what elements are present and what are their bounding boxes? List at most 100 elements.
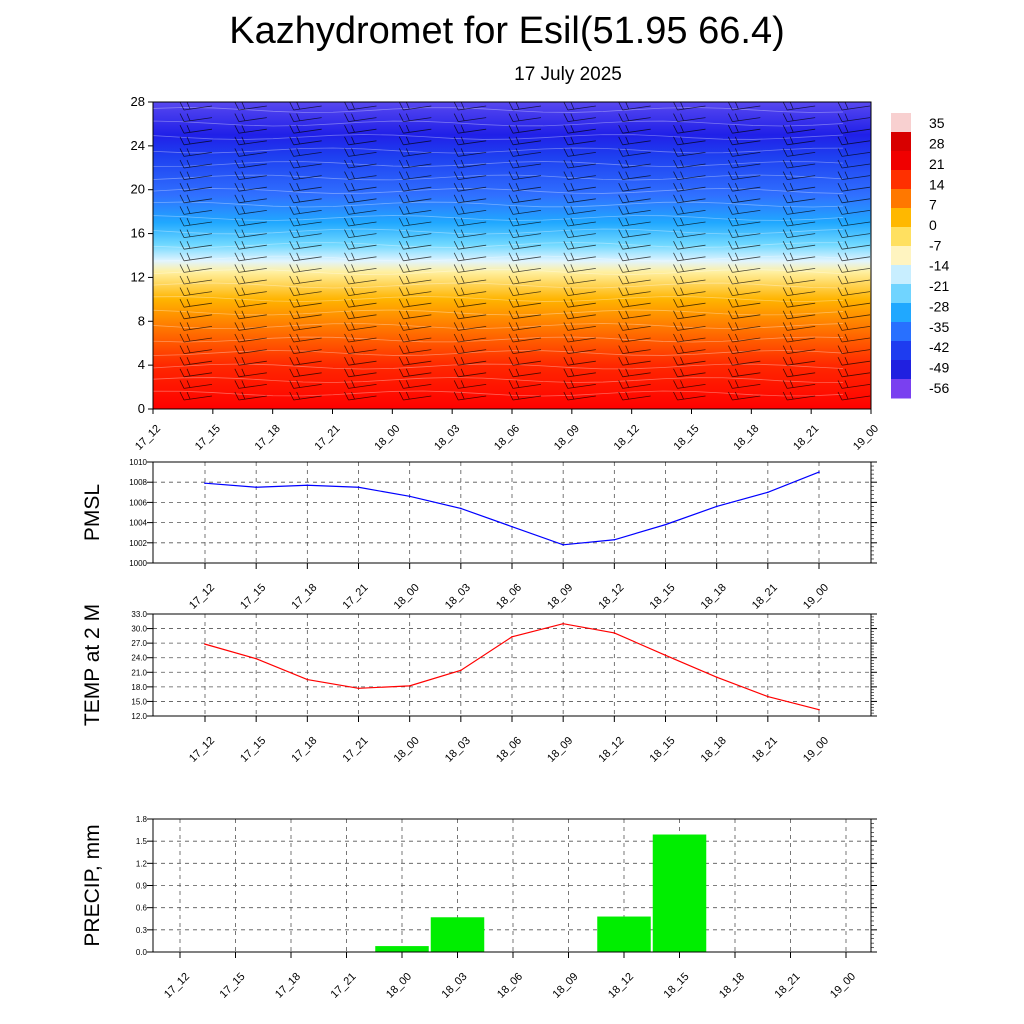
x-tick-label: 17_12 xyxy=(133,423,163,453)
x-tick-label: 18_00 xyxy=(372,423,402,453)
wind-barb xyxy=(563,136,596,146)
x-tick-label: 18_06 xyxy=(492,423,522,453)
wind-barb xyxy=(453,287,487,296)
wind-barb xyxy=(453,380,487,389)
contour-line xyxy=(152,188,844,194)
wind-barb xyxy=(563,125,596,134)
data-point xyxy=(562,622,564,625)
wind-barb xyxy=(563,206,596,215)
colorbar-swatch xyxy=(891,208,911,228)
wind-barb xyxy=(289,241,322,250)
wind-barb xyxy=(179,275,213,285)
wind-barb xyxy=(673,217,706,227)
page-title: Kazhydromet for Esil(51.95 66.4) xyxy=(229,10,785,52)
data-point xyxy=(511,525,513,528)
x-tick-label: 18_15 xyxy=(672,423,702,453)
data-point xyxy=(255,657,257,660)
wind-barb xyxy=(508,368,542,378)
wind-barb xyxy=(234,275,267,285)
wind-barb xyxy=(179,241,213,250)
y-tick-label: 1000 xyxy=(129,559,147,568)
wind-barb xyxy=(508,252,542,262)
wind-barb xyxy=(563,287,596,296)
wind-barb xyxy=(618,252,651,262)
colorbar-label: 7 xyxy=(929,197,937,213)
wind-barb xyxy=(289,194,322,204)
wind-barb xyxy=(234,299,267,308)
data-point xyxy=(408,495,411,498)
wind-barb xyxy=(782,171,816,180)
x-tick-label: 18_00 xyxy=(392,735,422,765)
wind-barb xyxy=(398,217,432,227)
data-point xyxy=(460,669,462,672)
wind-barb xyxy=(344,159,377,169)
y-tick-label: 15.0 xyxy=(131,697,147,706)
data-point xyxy=(767,491,769,494)
wind-barb xyxy=(782,136,816,146)
x-tick-label: 18_21 xyxy=(791,423,821,453)
wind-barb xyxy=(234,194,267,204)
wind-barb xyxy=(289,217,322,227)
wind-barb xyxy=(344,345,377,354)
wind-barb xyxy=(344,229,377,238)
wind-barb xyxy=(508,310,542,320)
wind-barb xyxy=(179,391,213,401)
wind-barb xyxy=(179,333,213,343)
wind-barb xyxy=(453,345,487,354)
wind-barb xyxy=(673,136,706,146)
colorbar-label: -28 xyxy=(929,298,949,314)
wind-barb xyxy=(563,391,596,401)
colorbar-swatch xyxy=(891,246,911,266)
wind-barb xyxy=(398,159,432,169)
pmsl-series-line xyxy=(204,471,820,546)
wind-barb xyxy=(234,391,267,401)
wind-barb xyxy=(837,287,871,296)
precip-bar xyxy=(375,946,429,952)
x-tick-label: 18_21 xyxy=(773,971,803,1001)
wind-barb xyxy=(618,333,651,343)
data-point xyxy=(357,486,360,489)
wind-barb xyxy=(344,322,377,331)
x-tick-label: 18_21 xyxy=(750,582,780,612)
wind-barb xyxy=(782,217,816,227)
wind-barb xyxy=(618,183,651,192)
contour-line xyxy=(152,242,844,248)
wind-barb xyxy=(344,148,377,157)
wind-barb xyxy=(837,310,871,320)
x-tick-label: 18_00 xyxy=(392,582,422,612)
wind-barb xyxy=(673,287,706,296)
wind-barb xyxy=(782,333,816,343)
y-tick-label: 18.0 xyxy=(131,683,147,692)
wind-barb xyxy=(837,275,871,285)
wind-barb xyxy=(563,159,596,169)
wind-barb xyxy=(289,380,322,389)
colorbar-label: -7 xyxy=(929,237,942,253)
wind-barb xyxy=(508,241,542,250)
x-tick-label: 17_21 xyxy=(329,971,359,1001)
y-tick-label: 16 xyxy=(131,226,145,241)
x-tick-label: 18_21 xyxy=(750,735,780,765)
y-tick-label: 1.8 xyxy=(136,815,148,824)
contour-line xyxy=(152,120,844,127)
wind-barb xyxy=(673,148,706,157)
wind-barb xyxy=(398,113,432,122)
wind-barb xyxy=(344,241,377,250)
wind-barb xyxy=(837,183,871,192)
x-tick-label: 18_09 xyxy=(545,582,575,612)
wind-barb xyxy=(453,217,487,227)
wind-barb xyxy=(618,357,651,366)
wind-barb xyxy=(782,148,816,157)
wind-barb xyxy=(727,217,761,227)
wind-barb xyxy=(618,194,651,204)
x-tick-label: 19_00 xyxy=(851,423,881,453)
wind-barb xyxy=(673,241,706,250)
wind-barb xyxy=(837,206,871,215)
wind-barb xyxy=(673,368,706,378)
contour-line xyxy=(152,336,844,343)
data-point xyxy=(818,708,820,711)
wind-barb xyxy=(727,357,761,366)
wind-barb xyxy=(673,229,706,238)
wind-barb xyxy=(837,357,871,366)
wind-barb xyxy=(618,287,651,296)
wind-barb xyxy=(234,322,267,331)
